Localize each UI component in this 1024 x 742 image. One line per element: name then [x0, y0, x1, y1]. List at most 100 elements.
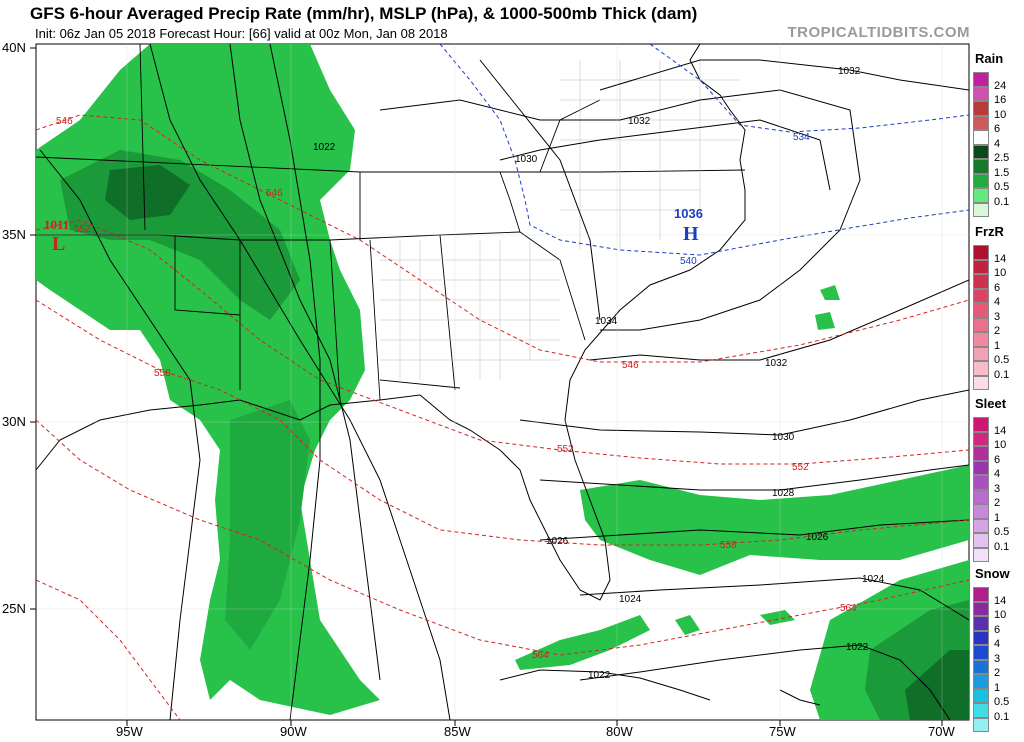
frzr-scale-label: 10: [994, 267, 1007, 279]
sleet-scale-label: 3: [994, 482, 1001, 495]
sleet-swatch: [973, 518, 989, 533]
isobar-label: 1024: [862, 574, 885, 585]
thickness-label: 546: [266, 188, 283, 199]
high-letter: H: [683, 223, 699, 245]
sleet-swatch: [973, 446, 989, 461]
rain-swatch: [973, 202, 989, 217]
isobar-label: 1034: [595, 316, 618, 327]
snow-swatch: [973, 703, 989, 718]
snow-swatch: [973, 717, 989, 732]
isobar-label: 1024: [619, 594, 642, 605]
rain-swatch: [973, 188, 989, 203]
isobar-label: 1032: [765, 358, 788, 369]
frzr-scale-label: 0.1: [994, 368, 1010, 381]
lon-label-95w: 95W: [116, 724, 143, 739]
isobar-label: 1030: [772, 432, 795, 443]
frzr-swatch: [973, 259, 989, 274]
rain-swatch: [973, 173, 989, 188]
frzr-scale-label: 1: [994, 339, 1001, 352]
sleet-swatch: [973, 417, 989, 432]
legend-title-sleet: Sleet: [975, 396, 1007, 411]
low-letter: L: [52, 233, 65, 255]
isobar-labels: 1032 1032 1030 1022 1034 1032 1030 1028 …: [313, 66, 885, 681]
isobar-label: 1032: [838, 66, 861, 77]
isobar-label: 1022: [846, 642, 869, 653]
rain-scale-label: 2.5: [994, 152, 1010, 164]
rain-swatch: [973, 115, 989, 130]
frzr-scale-label: 14: [994, 252, 1007, 265]
isobar-label: 1022: [588, 670, 611, 681]
sleet-swatch: [973, 489, 989, 504]
snow-scale-label: 1: [994, 681, 1001, 694]
lat-label-30n: 30N: [2, 414, 26, 429]
snow-swatch: [973, 630, 989, 645]
rain-swatch: [973, 144, 989, 159]
snow-swatch: [973, 674, 989, 689]
sleet-scale-label: 4: [994, 468, 1001, 480]
lat-label-40n: 40N: [2, 40, 26, 55]
thickness-label: 546: [56, 116, 73, 127]
thickness-label: 546: [622, 360, 639, 371]
thickness-lines-blue: [439, 44, 969, 256]
frzr-swatch: [973, 245, 989, 260]
sleet-swatch: [973, 504, 989, 519]
isobar-label: 1030: [515, 154, 538, 165]
frzr-scale-label: 6: [994, 281, 1001, 294]
lon-label-85w: 85W: [444, 724, 471, 739]
isobar-label: 1032: [628, 116, 651, 127]
frzr-swatch: [973, 346, 989, 361]
rain-swatch: [973, 159, 989, 174]
high-pressure-center: 1036 H: [674, 206, 703, 245]
rain-scale-label: 0.1: [994, 195, 1010, 208]
frzr-swatch: [973, 332, 989, 347]
snow-scale-label: 0.1: [994, 710, 1010, 723]
sleet-scale-label: 14: [994, 424, 1007, 437]
low-pressure-center: 1011 L: [44, 217, 69, 255]
thickness-label: 564: [532, 650, 549, 661]
lat-label-35n: 35N: [2, 227, 26, 242]
frzr-swatch: [973, 274, 989, 289]
frzr-scale-label: 3: [994, 310, 1001, 323]
frzr-scale-label: 0.5: [994, 354, 1010, 366]
thickness-label: 552: [557, 444, 574, 455]
lon-label-80w: 80W: [606, 724, 633, 739]
high-value: 1036: [674, 206, 703, 221]
isobar-label: 1022: [313, 142, 336, 153]
snow-swatch: [973, 616, 989, 631]
sleet-scale-label: 0.1: [994, 540, 1010, 553]
lat-lon-gridlines: [36, 44, 969, 720]
legend-title-snow: Snow: [975, 566, 1010, 581]
county-lines: [380, 60, 740, 380]
init-valid-info: Init: 06z Jan 05 2018 Forecast Hour: [66…: [35, 26, 448, 41]
frzr-swatch: [973, 317, 989, 332]
snow-swatch: [973, 645, 989, 660]
sleet-swatch: [973, 475, 989, 490]
frzr-swatch: [973, 288, 989, 303]
thickness-labels: 546 546 552 558 534 540 546 552 552 558 …: [56, 116, 857, 661]
precip-shading: [36, 44, 969, 720]
rain-swatch: [973, 101, 989, 116]
rain-swatch: [973, 72, 989, 87]
rain-scale-label: 24: [994, 79, 1007, 92]
low-value: 1011: [44, 217, 69, 232]
sleet-scale-label: 0.5: [994, 526, 1010, 538]
legend-title-frzr: FrzR: [975, 224, 1004, 239]
frzr-scale-label: 2: [994, 325, 1001, 337]
thickness-label: 552: [792, 462, 809, 473]
frzr-swatch: [973, 361, 989, 376]
rain-scale-label: 6: [994, 123, 1001, 135]
isobar-label: 1028: [772, 488, 795, 499]
sleet-scale-label: 1: [994, 511, 1001, 524]
sleet-swatch: [973, 431, 989, 446]
snow-swatch: [973, 587, 989, 602]
sleet-swatch: [973, 533, 989, 548]
lon-label-90w: 90W: [280, 724, 307, 739]
rain-scale-label: 0.5: [994, 181, 1010, 193]
lon-label-70w: 70W: [928, 724, 955, 739]
sleet-scale-label: 2: [994, 497, 1001, 509]
legend-title-rain: Rain: [975, 51, 1004, 66]
sleet-swatch: [973, 460, 989, 475]
isobar-label: 1026: [806, 532, 829, 543]
snow-scale-label: 14: [994, 594, 1007, 607]
frzr-scale-label: 4: [994, 296, 1001, 308]
